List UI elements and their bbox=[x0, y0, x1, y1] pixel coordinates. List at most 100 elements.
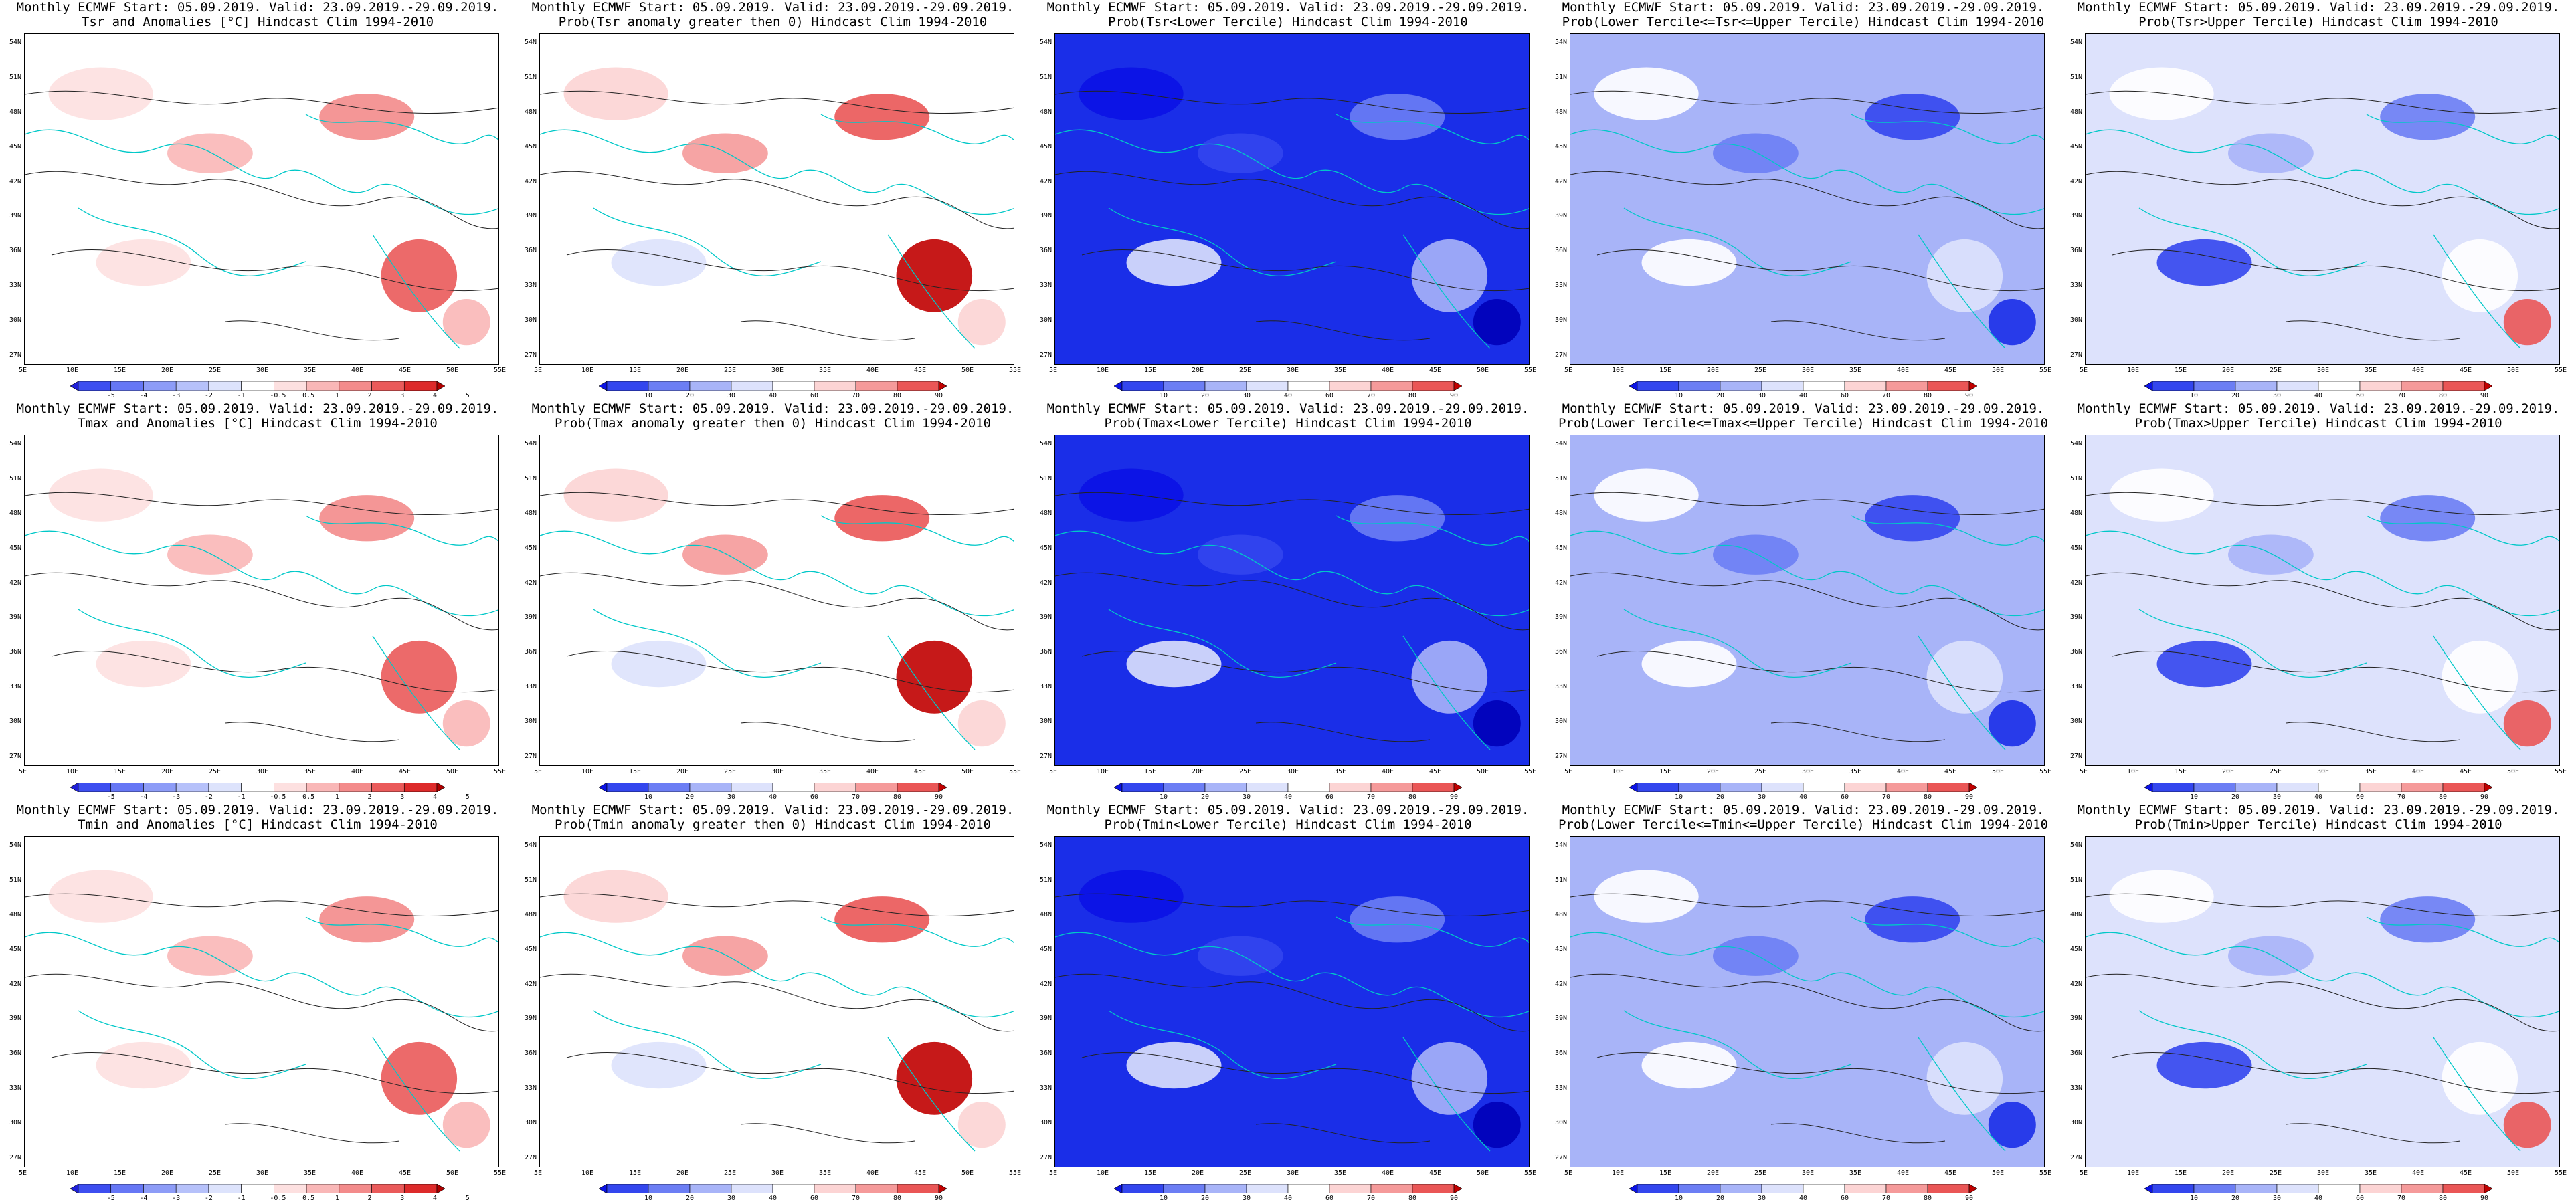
colorbar-tick-label: -4 bbox=[139, 1195, 148, 1202]
anomaly-region bbox=[1126, 1041, 1222, 1089]
colorbar-tick-label: 90 bbox=[1965, 793, 1974, 801]
anomaly-region bbox=[2109, 67, 2214, 120]
colorbar-swatch bbox=[731, 783, 773, 792]
anomaly-region bbox=[682, 133, 768, 173]
coastline bbox=[1055, 114, 1529, 349]
colorbar-swatch bbox=[772, 1184, 815, 1193]
longitude-label: 20E bbox=[1192, 367, 1204, 374]
anomaly-region bbox=[1926, 1041, 2003, 1115]
colorbar-swatch bbox=[1453, 783, 1462, 792]
isotherm-contour bbox=[2086, 492, 2559, 742]
colorbar-swatch bbox=[1163, 1184, 1206, 1193]
panel-title-line2: Prob(Lower Tercile<=Tmax<=Upper Tercile)… bbox=[1558, 416, 2049, 431]
map-area bbox=[1054, 33, 1530, 365]
colorbar-swatch bbox=[175, 783, 209, 792]
colorbar-tick-label: 10 bbox=[644, 392, 653, 399]
colorbar-swatch bbox=[2359, 1184, 2402, 1193]
longitude-label: 25E bbox=[2270, 1169, 2282, 1177]
map-panel-tmax-lower: Monthly ECMWF Start: 05.09.2019. Valid: … bbox=[1030, 401, 1546, 803]
anomaly-region bbox=[1641, 1041, 1737, 1089]
colorbar-swatch bbox=[2318, 783, 2361, 792]
anomaly-region bbox=[1198, 936, 1283, 976]
colorbar-swatch bbox=[606, 381, 649, 391]
anomaly-region bbox=[957, 700, 1006, 747]
colorbar-tick-label: 80 bbox=[893, 1195, 902, 1202]
colorbar-swatch bbox=[606, 1184, 649, 1193]
colorbar-tick-label: 70 bbox=[1882, 1195, 1891, 1202]
longitude-label: 55E bbox=[1524, 367, 1537, 374]
latitude-label: 42N bbox=[2069, 177, 2082, 185]
colorbar-swatch bbox=[2235, 381, 2278, 391]
colorbar: 10 20 30 40 60 70 80 90 bbox=[1629, 783, 1977, 801]
colorbar-swatch bbox=[241, 1184, 274, 1193]
colorbar-swatch bbox=[1761, 783, 1804, 792]
colorbar-swatch bbox=[2152, 381, 2195, 391]
latitude-label: 51N bbox=[9, 474, 21, 482]
colorbar-tick-label: 10 bbox=[644, 1195, 653, 1202]
anomaly-region bbox=[1473, 700, 1521, 747]
map-field bbox=[1570, 435, 2044, 765]
latitude-label: 33N bbox=[1554, 1084, 1567, 1092]
isotherm-contour bbox=[1570, 492, 2044, 742]
latitude-label: 39N bbox=[524, 212, 537, 220]
panel-title-line1: Monthly ECMWF Start: 05.09.2019. Valid: … bbox=[531, 0, 1014, 15]
map-area bbox=[1054, 836, 1530, 1167]
colorbar-tick-label: 60 bbox=[810, 1195, 819, 1202]
isotherm-contour bbox=[540, 90, 1014, 341]
anomaly-region bbox=[2156, 640, 2252, 688]
longitude-label: 40E bbox=[1897, 768, 1910, 775]
colorbar-swatch bbox=[2152, 1184, 2195, 1193]
longitude-label: 10E bbox=[581, 1169, 594, 1177]
map-area bbox=[1054, 435, 1530, 766]
latitude-label: 39N bbox=[1554, 613, 1567, 621]
longitude-label: 40E bbox=[866, 768, 879, 775]
latitude-label: 27N bbox=[1039, 752, 1052, 760]
longitude-label: 50E bbox=[446, 768, 459, 775]
colorbar-tick-label: 30 bbox=[727, 793, 736, 801]
colorbar-swatch bbox=[2235, 783, 2278, 792]
panel-title-line1: Monthly ECMWF Start: 05.09.2019. Valid: … bbox=[1562, 803, 2045, 817]
colorbar-tick-label: 1 bbox=[335, 1195, 339, 1202]
longitude-label: 55E bbox=[2039, 367, 2052, 374]
anomaly-region bbox=[611, 239, 707, 286]
colorbar-tick-label: 20 bbox=[1201, 392, 1210, 399]
latitude-label: 51N bbox=[1554, 73, 1567, 81]
panel-title-line1: Monthly ECMWF Start: 05.09.2019. Valid: … bbox=[2077, 401, 2560, 416]
colorbar-swatch bbox=[2401, 783, 2444, 792]
latitude-label: 33N bbox=[524, 1084, 537, 1092]
longitude-label: 50E bbox=[961, 1169, 974, 1177]
colorbar-swatch bbox=[1121, 1184, 1164, 1193]
longitude-label: 5E bbox=[1564, 1169, 1573, 1177]
colorbar-swatch bbox=[2276, 381, 2319, 391]
colorbar-tick-label: 70 bbox=[1367, 793, 1376, 801]
longitude-label: 40E bbox=[351, 367, 364, 374]
colorbar-swatch bbox=[731, 1184, 773, 1193]
longitude-label: 55E bbox=[1009, 768, 1022, 775]
latitude-label: 30N bbox=[524, 1119, 537, 1127]
anomaly-region bbox=[48, 67, 153, 120]
latitude-label: 30N bbox=[2069, 718, 2082, 726]
colorbar-tick-label: 70 bbox=[2397, 392, 2406, 399]
anomaly-region bbox=[167, 534, 253, 575]
panel-title-line1: Monthly ECMWF Start: 05.09.2019. Valid: … bbox=[531, 401, 1014, 416]
latitude-label: 48N bbox=[1554, 108, 1567, 116]
latitude-label: 54N bbox=[9, 841, 21, 849]
colorbar-tick-label: 30 bbox=[1758, 392, 1766, 399]
colorbar-swatch bbox=[814, 381, 856, 391]
anomaly-region bbox=[167, 133, 253, 173]
latitude-label: 39N bbox=[2069, 212, 2082, 220]
latitude-label: 54N bbox=[524, 440, 537, 447]
colorbar-tick-label: 60 bbox=[1325, 392, 1334, 399]
colorbar-tick-label: 40 bbox=[1799, 392, 1808, 399]
colorbar-tick-label: 10 bbox=[2190, 793, 2199, 801]
latitude-label: 51N bbox=[524, 474, 537, 482]
colorbar-tick-label: 60 bbox=[1841, 1195, 1849, 1202]
map-field bbox=[25, 435, 498, 765]
colorbar-tick-label: 40 bbox=[2314, 793, 2323, 801]
longitude-label: 30E bbox=[256, 1169, 269, 1177]
map-area bbox=[24, 435, 499, 766]
colorbar-tick-label: -3 bbox=[172, 392, 181, 399]
longitude-label: 50E bbox=[2507, 1169, 2520, 1177]
latitude-label: 51N bbox=[1554, 474, 1567, 482]
latitude-label: 36N bbox=[1554, 1049, 1567, 1058]
